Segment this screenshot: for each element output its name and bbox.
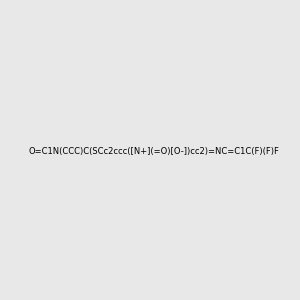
Text: O=C1N(CCC)C(SCc2ccc([N+](=O)[O-])cc2)=NC=C1C(F)(F)F: O=C1N(CCC)C(SCc2ccc([N+](=O)[O-])cc2)=NC…: [28, 147, 279, 156]
